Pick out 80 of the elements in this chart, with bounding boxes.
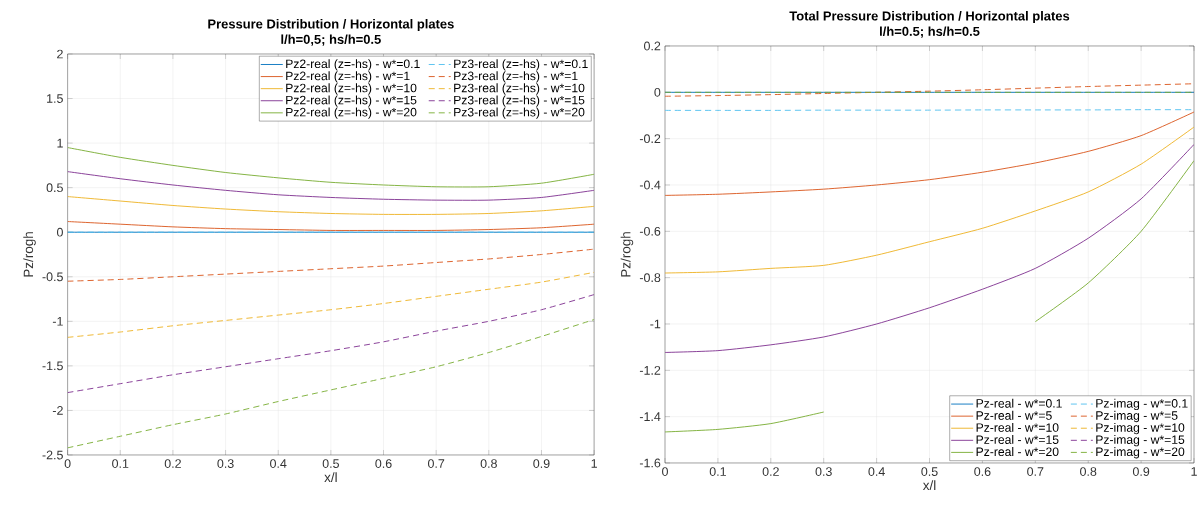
x-axis-title: x/l bbox=[922, 480, 936, 491]
legend-label: Pz-imag - w*=10 bbox=[1096, 422, 1185, 435]
y-tick-label: -0.6 bbox=[639, 226, 661, 236]
y-axis-title: Pz/rogh bbox=[620, 232, 634, 277]
legend-label: Pz-imag - w*=20 bbox=[1096, 447, 1185, 459]
x-tick-label: 0.4 bbox=[868, 467, 885, 476]
line-series bbox=[67, 171, 595, 201]
x-tick-label: 0.2 bbox=[164, 459, 181, 468]
x-tick-label: 0.8 bbox=[1080, 467, 1097, 476]
y-tick-label: -1.2 bbox=[639, 365, 661, 375]
chart-title: Total Pressure Distribution / Horizontal plates bbox=[789, 10, 1070, 24]
y-tick-label: -2 bbox=[52, 406, 63, 415]
legend-label: Pz3-real (z=-hs) - w*=10 bbox=[454, 83, 585, 95]
x-tick-label: 0.4 bbox=[270, 459, 287, 468]
y-axis-title: Pz/rogh bbox=[23, 232, 36, 277]
x-tick-label: 0.3 bbox=[815, 467, 832, 476]
y-tick-label: -1 bbox=[650, 319, 661, 329]
x-tick-label: 0.9 bbox=[1132, 467, 1150, 476]
line-series bbox=[67, 319, 595, 449]
y-tick-label: 0.2 bbox=[644, 41, 661, 51]
line-series bbox=[665, 143, 1195, 353]
x-tick-label: 0.6 bbox=[375, 459, 392, 468]
y-tick-label: 0 bbox=[56, 227, 63, 237]
x-axis-title: x/l bbox=[324, 472, 337, 483]
legend-label: Pz-imag - w*=5 bbox=[1096, 410, 1178, 423]
legend-label: Pz-imag - w*=15 bbox=[1096, 435, 1185, 447]
legend-label: Pz2-real (z=-hs) - w*=0.1 bbox=[286, 59, 420, 71]
x-tick-label: 0.5 bbox=[322, 459, 339, 468]
y-tick-label: -2.5 bbox=[42, 450, 63, 460]
legend-label: Pz3-real (z=-hs) - w*=0.1 bbox=[454, 59, 588, 71]
y-tick-label: 1 bbox=[57, 138, 63, 148]
y-tick-label: -1 bbox=[52, 317, 63, 326]
chart-subtitle: l/h=0.5; hs/h=0.5 bbox=[880, 26, 980, 38]
y-tick-label: 0 bbox=[654, 87, 661, 97]
legend-label: Pz-real - w*=5 bbox=[976, 410, 1052, 420]
y-tick-label: -0.2 bbox=[639, 134, 661, 144]
x-tick-label: 1 bbox=[591, 459, 597, 468]
legend-label: Pz3-real (z=-hs) - w*=15 bbox=[454, 95, 585, 107]
legend-label: Pz-imag - w*=0.1 bbox=[1096, 398, 1188, 411]
y-tick-label: 0.5 bbox=[46, 183, 63, 193]
x-tick-label: 0.1 bbox=[112, 459, 129, 468]
line-series bbox=[665, 111, 1195, 196]
legend-label: Pz-real - w*=15 bbox=[976, 435, 1059, 444]
line-series bbox=[665, 126, 1195, 274]
legend-label: Pz-real - w*=20 bbox=[976, 447, 1059, 457]
x-tick-label: 0.8 bbox=[480, 459, 497, 468]
legend-label: Pz-real - w*=0.1 bbox=[976, 398, 1062, 408]
y-tick-label: -1.5 bbox=[42, 361, 63, 371]
x-tick-label: 0.5 bbox=[921, 467, 938, 476]
y-tick-label: -1.4 bbox=[639, 412, 661, 421]
x-tick-label: 0.7 bbox=[427, 459, 445, 468]
chart-title: Pressure Distribution / Horizontal plates bbox=[208, 18, 454, 32]
legend-label: Pz2-real (z=-hs) - w*=15 bbox=[286, 95, 417, 107]
y-tick-label: 2 bbox=[57, 49, 63, 59]
legend-label: Pz3-real (z=-hs) - w*=1 bbox=[454, 71, 578, 83]
y-tick-label: -0.8 bbox=[639, 273, 661, 283]
y-tick-label: -0.4 bbox=[639, 180, 661, 190]
line-series bbox=[67, 196, 595, 215]
x-tick-label: 0.2 bbox=[762, 467, 779, 476]
x-tick-label: 0.6 bbox=[974, 467, 991, 476]
x-tick-label: 0.7 bbox=[1027, 467, 1044, 476]
legend-label: Pz2-real (z=-hs) - w*=20 bbox=[286, 107, 417, 119]
x-tick-label: 0.9 bbox=[533, 459, 550, 468]
line-series bbox=[67, 248, 595, 282]
line-series bbox=[67, 147, 595, 188]
chart-subtitle: l/h=0,5; hs/h=0.5 bbox=[281, 34, 381, 46]
x-tick-label: 1 bbox=[1191, 467, 1197, 476]
legend-label: Pz2-real (z=-hs) - w*=10 bbox=[286, 83, 417, 95]
x-tick-label: 0 bbox=[64, 459, 71, 468]
legend-label: Pz-real - w*=10 bbox=[976, 422, 1059, 432]
y-tick-label: -1.6 bbox=[639, 458, 661, 468]
x-tick-label: 0.1 bbox=[709, 467, 726, 476]
y-tick-label: 1.5 bbox=[47, 94, 63, 103]
y-tick-label: -0.5 bbox=[42, 272, 63, 282]
x-tick-label: 0 bbox=[662, 467, 668, 476]
x-tick-label: 0.3 bbox=[217, 459, 234, 468]
legend-label: Pz3-real (z=-hs) - w*=20 bbox=[454, 107, 585, 119]
legend-label: Pz2-real (z=-hs) - w*=1 bbox=[286, 71, 410, 83]
line-series bbox=[67, 294, 595, 394]
line-series bbox=[67, 221, 595, 231]
